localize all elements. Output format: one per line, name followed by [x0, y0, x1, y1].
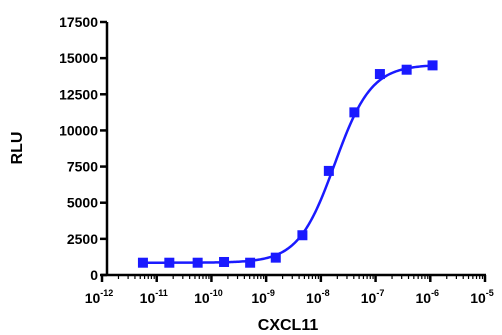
- data-point: [401, 64, 412, 75]
- x-tick-label: 10-5: [470, 288, 494, 306]
- y-tick-label: 12500: [59, 86, 98, 102]
- y-tick-label: 5000: [67, 195, 98, 211]
- data-point: [349, 107, 360, 118]
- plot-area: 0 2500 5000 7500 10000 12500 15000 17500 10-12 10…: [59, 14, 494, 306]
- x-tick-label: 10-10: [194, 288, 223, 306]
- data-point: [427, 60, 438, 71]
- data-point: [374, 69, 385, 80]
- data-point: [270, 252, 281, 263]
- data-point: [245, 257, 256, 268]
- x-tick-label: 10-9: [251, 288, 275, 306]
- x-tick-label: 10-6: [415, 288, 439, 306]
- x-axis-title: CXCL11: [258, 317, 319, 334]
- data-point: [137, 257, 148, 268]
- data-point: [219, 256, 230, 267]
- data-point: [297, 230, 308, 241]
- fit-curve: [142, 64, 433, 264]
- y-axis-title: RLU: [9, 132, 26, 165]
- x-tick-label: 10-8: [306, 288, 330, 306]
- x-tick-label: 10-7: [361, 288, 385, 306]
- y-tick-label: 7500: [67, 159, 98, 175]
- y-tick-label: 17500: [59, 14, 98, 30]
- data-point: [323, 165, 334, 176]
- data-point: [164, 257, 175, 268]
- y-tick-label: 0: [90, 267, 98, 283]
- y-tick-label: 2500: [67, 231, 98, 247]
- x-tick-label: 10-12: [85, 288, 114, 306]
- y-tick-label: 15000: [59, 50, 98, 66]
- data-point: [192, 257, 203, 268]
- y-tick-label: 10000: [59, 122, 98, 138]
- x-tick-label: 10-11: [140, 288, 168, 306]
